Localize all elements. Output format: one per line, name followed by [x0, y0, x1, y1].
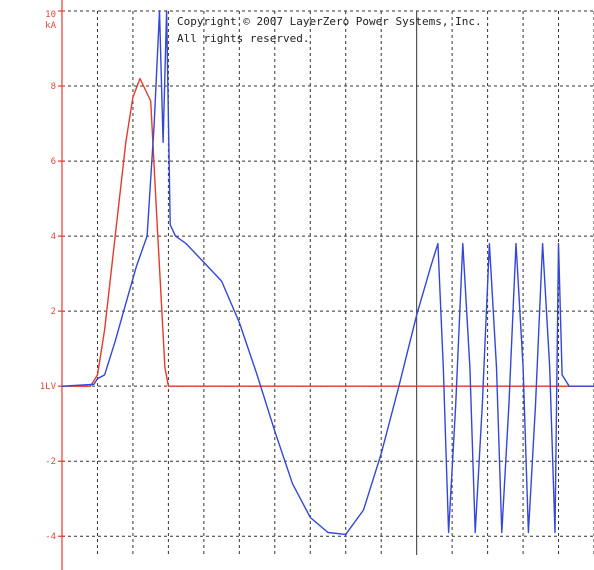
y-tick-label: -4 — [45, 532, 56, 542]
copyright-notice: Copyright © 2007 LayerZero Power Systems… — [177, 13, 482, 47]
y-tick-label: 1LV — [40, 382, 57, 392]
y-tick-label: -2 — [45, 457, 56, 467]
copyright-line-1: Copyright © 2007 LayerZero Power Systems… — [177, 15, 482, 28]
axes — [58, 0, 65, 570]
series-red-line — [61, 77, 594, 387]
y-tick-label: 8 — [51, 82, 56, 92]
copyright-line-2: All rights reserved. — [177, 32, 310, 45]
y-unit-label: kA — [45, 21, 56, 31]
y-tick-labels: 10 8 6 4 2 1LV -2 -4 kA — [40, 10, 57, 542]
series-blue-line — [61, 10, 594, 536]
series-layer — [61, 10, 594, 536]
y-tick-label: 10 — [45, 10, 56, 20]
y-tick-label: 6 — [51, 157, 56, 167]
y-tick-label: 4 — [51, 232, 56, 242]
y-tick-label: 2 — [51, 307, 56, 317]
